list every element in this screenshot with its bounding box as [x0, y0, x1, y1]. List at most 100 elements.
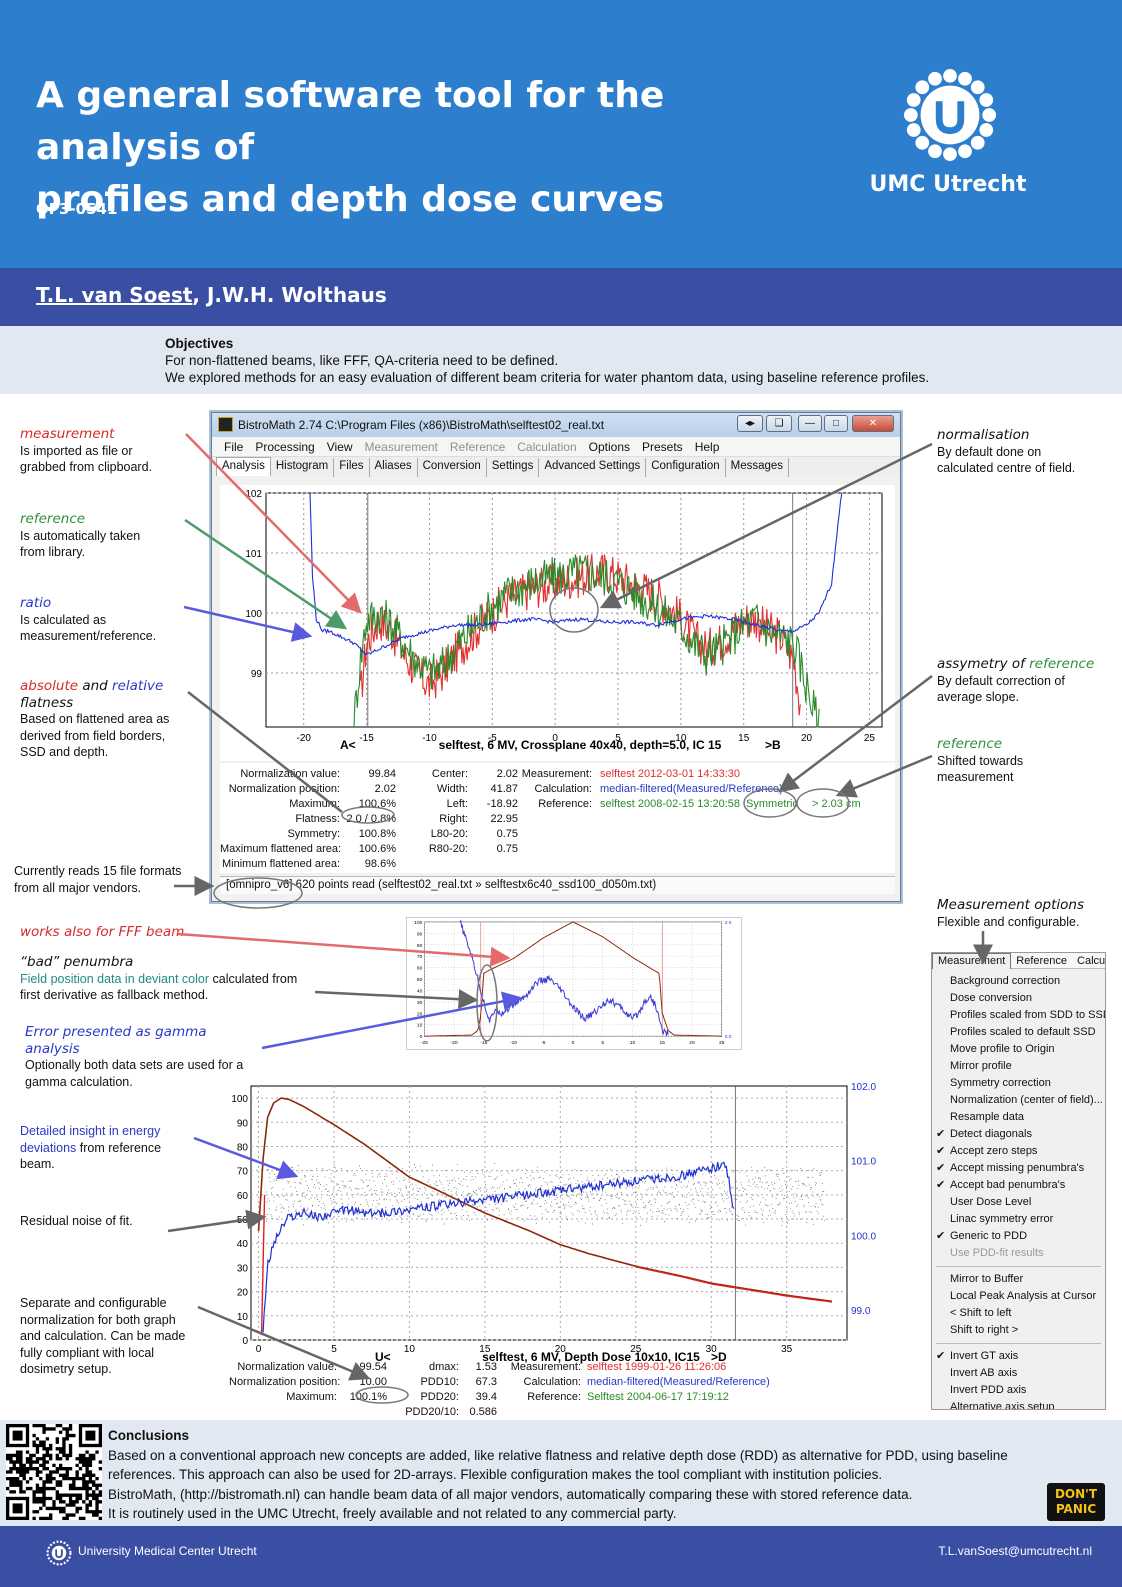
- menu-item-label: Profiles scaled to default SSD: [950, 1026, 1096, 1038]
- fff-y-tick: 30: [417, 1000, 423, 1006]
- pdd-info-value: selftest 1999-01-26 11:26:06: [587, 1361, 727, 1373]
- menu-item[interactable]: ✔ Accept bad penumbra's: [932, 1177, 1105, 1194]
- annotation-gamma-text: Optionally both data sets are used for a…: [25, 1058, 244, 1089]
- menu-file[interactable]: File: [224, 440, 244, 454]
- tab-aliases[interactable]: Aliases: [370, 458, 418, 477]
- nav-arrows-icon[interactable]: ◂▸: [737, 415, 763, 432]
- pdd-stat-key: dmax:: [429, 1361, 459, 1373]
- menu-item[interactable]: Alternative axis setup: [932, 1399, 1105, 1409]
- menu-view[interactable]: View: [326, 440, 353, 454]
- menu-help[interactable]: Help: [694, 440, 720, 454]
- logo-ray: [943, 147, 957, 162]
- tab-advanced-settings[interactable]: Advanced Settings: [539, 458, 647, 477]
- app-icon: [218, 417, 233, 432]
- logo-ray: [915, 80, 930, 95]
- logo-ray: [903, 108, 918, 122]
- pdd-info-value: Selftest 2004-06-17 17:19:12: [587, 1391, 729, 1403]
- menu-item[interactable]: Linac symmetry error: [932, 1211, 1105, 1228]
- annotation-asymmetry: assymetry of reference By default correc…: [937, 656, 1112, 706]
- qr-code-icon[interactable]: [6, 1424, 102, 1520]
- stat-key: Normalization position:: [228, 783, 340, 795]
- menu-presets[interactable]: Presets: [642, 440, 683, 454]
- menu-item[interactable]: ✔ Accept missing penumbra's: [932, 1160, 1105, 1177]
- logo-ray: [915, 135, 930, 150]
- menu-item[interactable]: ✔ Accept zero steps: [932, 1143, 1105, 1160]
- conclusions-section: [0, 1420, 1122, 1526]
- logo-ray: [958, 71, 972, 86]
- footer-email[interactable]: T.L.vanSoest@umcutrecht.nl: [938, 1544, 1092, 1558]
- pdd-y-tick: 60: [237, 1191, 249, 1202]
- menu-item[interactable]: < Shift to left: [932, 1305, 1105, 1322]
- conclusions-line-4: It is routinely used in the UMC Utrecht,…: [108, 1506, 677, 1521]
- flatness-and: and: [82, 678, 108, 694]
- menu-item[interactable]: Profiles scaled to default SSD: [932, 1024, 1105, 1041]
- pdd-stat-value: 99.54: [359, 1361, 387, 1373]
- menu-panel-tab-calcula[interactable]: Calcula: [1077, 955, 1106, 967]
- menu-item[interactable]: Mirror profile: [932, 1058, 1105, 1075]
- pdd-y-tick: 90: [237, 1118, 249, 1129]
- tab-settings[interactable]: Settings: [487, 458, 540, 477]
- stat-row: R80-20: 0.75: [410, 842, 518, 857]
- menu-item[interactable]: Invert PDD axis: [932, 1382, 1105, 1399]
- info-value: selftest 2012-03-01 14:33:30: [600, 768, 741, 780]
- tab-configuration[interactable]: Configuration: [646, 458, 726, 477]
- stat-key: Left:: [446, 798, 468, 810]
- menu-item[interactable]: ✔ Detect diagonals: [932, 1126, 1105, 1143]
- menu-item[interactable]: User Dose Level: [932, 1194, 1105, 1211]
- menu-item[interactable]: Use PDD-fit results: [932, 1245, 1105, 1262]
- tab-files[interactable]: Files: [334, 458, 370, 477]
- menu-measurement[interactable]: Measurement: [364, 440, 438, 454]
- menu-item[interactable]: Profiles scaled from SDD to SSD: [932, 1007, 1105, 1024]
- tab-histogram[interactable]: Histogram: [271, 458, 335, 477]
- conclusions-line-3: BistroMath, (http://bistromath.nl) can h…: [108, 1486, 913, 1502]
- minimize-icon[interactable]: —: [798, 415, 822, 432]
- tab-analysis[interactable]: Analysis: [216, 457, 271, 476]
- menu-item-label: Dose conversion: [950, 992, 1032, 1004]
- menu-panel-tab-reference[interactable]: Reference: [1016, 955, 1068, 967]
- conclusions-line-2: references. This approach can also be us…: [108, 1467, 883, 1482]
- stat-key: Normalization value:: [240, 768, 340, 780]
- menu-item[interactable]: Shift to right >: [932, 1322, 1105, 1339]
- stat-value: 0.75: [496, 828, 518, 840]
- menu-item[interactable]: Invert AB axis: [932, 1365, 1105, 1382]
- check-icon: ✔: [936, 1145, 946, 1157]
- menu-item[interactable]: Move profile to Origin: [932, 1041, 1105, 1058]
- stat-value: 98.6%: [364, 858, 396, 870]
- pdd-stat-key: Maximum:: [286, 1391, 337, 1403]
- y-tick-label: 101: [245, 549, 262, 560]
- footer-institution: University Medical Center Utrecht: [78, 1544, 257, 1558]
- menu-calculation[interactable]: Calculation: [517, 440, 577, 454]
- menu-item[interactable]: Normalization (center of field)...: [932, 1092, 1105, 1109]
- restore-layout-icon[interactable]: ❏: [766, 415, 792, 432]
- stat-row: Symmetry: 100.8%: [220, 827, 396, 842]
- y-tick-label: 100: [245, 609, 262, 620]
- menu-panel-tab-measurement[interactable]: Measurement: [932, 953, 1012, 969]
- stat-value: 2.02: [374, 783, 396, 795]
- tab-conversion[interactable]: Conversion: [418, 458, 487, 477]
- annotation-measurement-options-title: Measurement options: [937, 897, 1084, 913]
- annotation-flatness-title: absolute and relative flatness: [20, 678, 190, 711]
- fff-x-tick: -15: [480, 1040, 487, 1046]
- pdd-x-tick: 20: [555, 1344, 567, 1355]
- menu-item[interactable]: Local Peak Analysis at Cursor: [932, 1288, 1105, 1305]
- window-titlebar[interactable]: BistroMath 2.74 C:\Program Files (x86)\B…: [212, 413, 900, 437]
- menu-options[interactable]: Options: [588, 440, 630, 454]
- logo-ray: [943, 68, 957, 83]
- tab-messages[interactable]: Messages: [726, 458, 790, 477]
- maximize-icon[interactable]: □: [824, 415, 848, 432]
- x-tick-label: 25: [864, 733, 876, 744]
- pdd-y-tick: 20: [237, 1288, 249, 1299]
- menu-item[interactable]: Mirror to Buffer: [932, 1271, 1105, 1288]
- menu-item[interactable]: ✔ Invert GT axis: [932, 1348, 1105, 1365]
- menu-processing[interactable]: Processing: [255, 440, 315, 454]
- menu-reference[interactable]: Reference: [449, 440, 506, 454]
- menu-item[interactable]: Resample data: [932, 1109, 1105, 1126]
- menu-item[interactable]: Symmetry correction: [932, 1075, 1105, 1092]
- menu-item[interactable]: Dose conversion: [932, 990, 1105, 1007]
- menu-item[interactable]: Background correction: [932, 973, 1105, 990]
- menu-item[interactable]: ✔ Generic to PDD: [932, 1228, 1105, 1245]
- pdd-y-tick: 40: [237, 1239, 249, 1250]
- annotation-gamma-title: Error presented as gamma analysis: [25, 1024, 207, 1057]
- annotation-normalization-config: Separate and configurable normalization …: [20, 1296, 186, 1376]
- close-icon[interactable]: ✕: [852, 415, 894, 432]
